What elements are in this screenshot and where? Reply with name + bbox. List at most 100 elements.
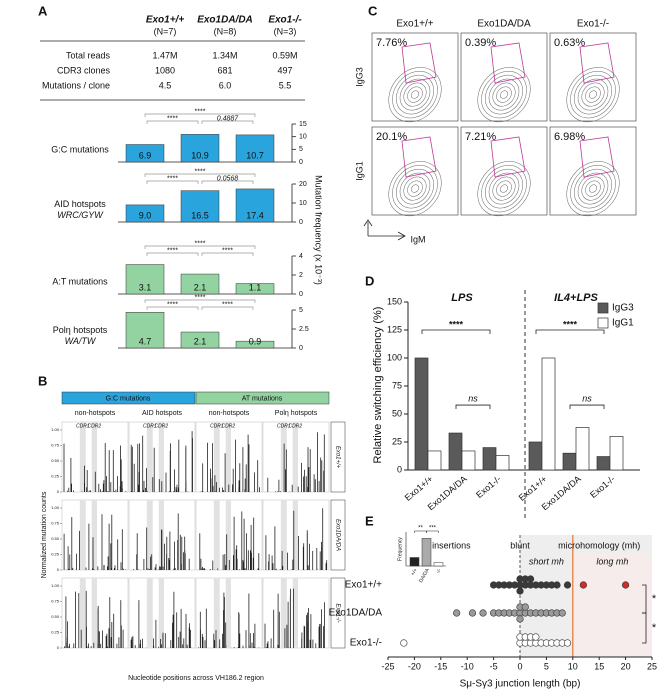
contour <box>570 165 616 213</box>
region-label: short mh <box>529 556 564 566</box>
annotation: *** <box>429 526 437 532</box>
header-box <box>61 391 196 405</box>
cdr-band <box>213 578 220 648</box>
axis-arrow <box>363 219 406 241</box>
annotation: * <box>652 622 657 634</box>
group-title: IL4+LPS <box>554 292 598 304</box>
contour <box>581 176 605 201</box>
x-tick-label: Exo1+/+ <box>403 474 435 503</box>
group-title: LPS <box>451 292 473 304</box>
row-label: Exo1+/+ <box>334 446 340 469</box>
table-cell: 4.5 <box>159 80 172 90</box>
row-label: Exo1-/- <box>350 638 382 649</box>
y-tick-label: 1.00 <box>51 505 60 510</box>
dot <box>553 581 561 589</box>
row-label: Exo1+/+ <box>345 580 382 591</box>
cdr-band <box>79 500 86 570</box>
annotation: **** <box>167 115 178 122</box>
y-tick-label: 0.25 <box>51 474 60 479</box>
gate <box>579 42 615 84</box>
y-axis-label: Mutation frequency (x 10⁻³) <box>314 175 324 285</box>
dot <box>526 575 535 583</box>
y-tick-label: 0.25 <box>51 630 60 635</box>
bracket <box>144 113 256 117</box>
contour <box>410 90 420 99</box>
cdr-band <box>79 422 86 492</box>
legend-swatch <box>597 317 609 329</box>
y-tick-label: 1.00 <box>51 583 60 588</box>
cdr-band <box>213 500 220 570</box>
x-tick-label: 20 <box>621 661 631 671</box>
y-tick-label: 0 <box>397 464 402 474</box>
contour <box>566 67 620 123</box>
y-tick-label: 0 <box>57 489 60 494</box>
bracket <box>146 120 199 124</box>
x-tick-label: 5 <box>544 661 549 671</box>
dot <box>521 603 529 611</box>
spike <box>130 591 192 648</box>
annotation: ** <box>418 526 423 532</box>
bar <box>575 427 590 471</box>
legend-label: IgG3 <box>612 303 634 314</box>
gate-percent: 0.39% <box>465 37 496 49</box>
spike <box>264 432 325 492</box>
plot-frame <box>549 126 637 216</box>
bar <box>125 264 165 295</box>
bar <box>180 190 220 223</box>
x-tick-label: Exo1-/- <box>588 474 617 500</box>
x-tick-label: -15 <box>434 661 447 671</box>
contour <box>399 172 431 205</box>
spike <box>199 511 260 570</box>
contour <box>570 71 616 119</box>
bracket <box>146 306 199 310</box>
table-cell: 5.5 <box>279 80 292 90</box>
x-tick-label: 10 <box>568 661 578 671</box>
dot <box>621 581 630 589</box>
cdr-band <box>280 578 287 648</box>
value-label: 10.7 <box>246 150 264 160</box>
bar <box>461 450 476 471</box>
cdr-band <box>91 500 97 570</box>
y-tick-label: 0 <box>299 159 303 166</box>
row-label: IgG1 <box>354 161 364 181</box>
row-label: IgG3 <box>354 67 364 87</box>
bracket <box>535 329 605 334</box>
y-tick-label: 4 <box>299 253 303 260</box>
panel-label: C <box>368 3 378 18</box>
table-cell: 1.47M <box>152 50 177 60</box>
y-tick-label: 2.5 <box>299 326 309 333</box>
y-tick-label: 10 <box>299 134 307 141</box>
bar <box>495 455 510 471</box>
bar <box>609 436 624 471</box>
y-tick-label: 20 <box>299 181 307 188</box>
y-tick-label: 0.75 <box>51 443 60 448</box>
bar <box>180 273 220 295</box>
x-tick-label: 15 <box>594 661 604 671</box>
x-tick-label: -/- <box>435 567 443 574</box>
bracket <box>421 329 491 334</box>
bar <box>421 538 432 567</box>
cdr-band <box>91 422 97 492</box>
contour <box>477 67 531 123</box>
annotation: 0.0568 <box>217 175 239 182</box>
bar <box>562 452 577 471</box>
value-label: 2.1 <box>194 282 207 292</box>
y-tick-label: 100 <box>387 352 402 362</box>
y-tick-label: 5 <box>299 146 303 153</box>
chart-title: Polη hotspots <box>53 325 108 335</box>
bar <box>528 441 543 471</box>
contour <box>407 86 423 103</box>
bar <box>180 331 220 349</box>
dot <box>516 615 524 623</box>
subheader: AID hotspots <box>142 410 183 417</box>
y-tick-label: 0.75 <box>51 521 60 526</box>
x-tick-label: -20 <box>408 661 421 671</box>
spike <box>130 431 193 492</box>
annotation: **** <box>167 175 178 182</box>
bracket <box>144 245 256 249</box>
dot <box>400 639 408 647</box>
bar <box>180 134 220 163</box>
panel-label: D <box>365 273 374 288</box>
table-cell: 6.0 <box>219 80 232 90</box>
